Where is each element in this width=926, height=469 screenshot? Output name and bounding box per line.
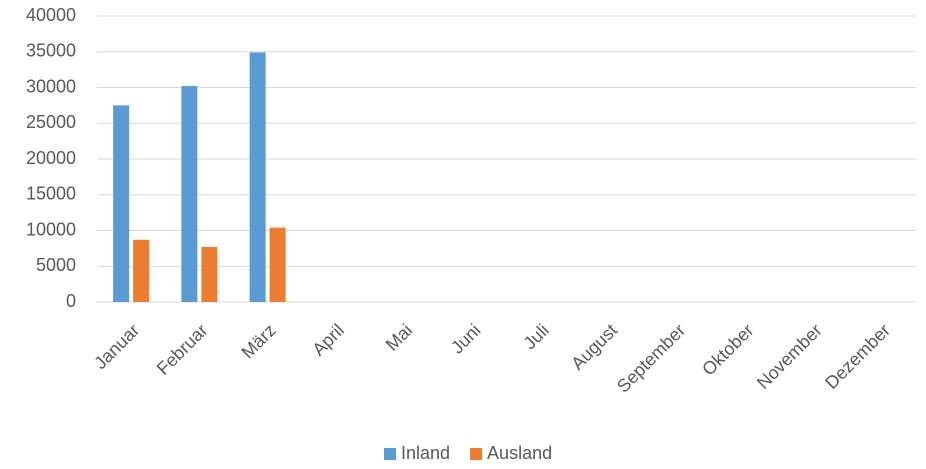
bar: [181, 86, 198, 302]
bar: [133, 239, 150, 302]
legend-label: Inland: [401, 443, 450, 463]
y-tick-label: 30000: [26, 76, 76, 96]
x-tick-label: April: [308, 320, 348, 360]
x-tick-label: Juni: [447, 320, 484, 357]
y-tick-label: 10000: [26, 219, 76, 239]
x-tick-label: Oktober: [698, 320, 757, 379]
x-tick-label: Mai: [382, 320, 417, 355]
x-tick-label: Februar: [153, 320, 212, 379]
x-tick-label: März: [237, 320, 279, 362]
x-tick-label: Dezember: [821, 320, 894, 393]
y-tick-label: 15000: [26, 184, 76, 204]
y-tick-label: 5000: [36, 255, 76, 275]
bar: [201, 246, 218, 302]
x-tick-label: November: [753, 320, 826, 393]
y-tick-label: 35000: [26, 41, 76, 61]
x-tick-label: August: [567, 320, 621, 374]
legend-swatch: [470, 448, 483, 460]
bar: [113, 105, 130, 302]
y-tick-label: 20000: [26, 148, 76, 168]
x-tick-label: September: [613, 320, 689, 396]
legend-swatch: [384, 448, 396, 460]
y-tick-label: 40000: [26, 5, 76, 25]
bar: [269, 227, 286, 302]
x-tick-label: Januar: [90, 320, 143, 373]
x-tick-label: Juli: [520, 320, 553, 353]
y-tick-label: 25000: [26, 112, 76, 132]
legend-label: Ausland: [487, 443, 552, 463]
y-tick-label: 0: [66, 291, 76, 311]
bar: [249, 52, 266, 303]
